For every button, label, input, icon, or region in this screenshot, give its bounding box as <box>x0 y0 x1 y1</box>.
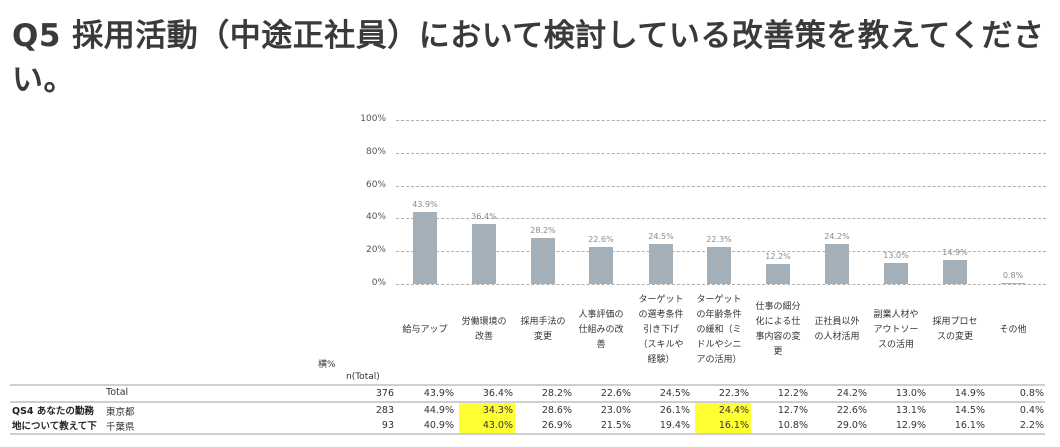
category-label: 仕事の細分 化による仕 事内容の変 更 <box>755 302 801 357</box>
table-cell: 43.0% <box>459 418 515 433</box>
row-label: 千葉県 <box>106 422 135 433</box>
bar-value-label: 0.8% <box>1002 270 1024 280</box>
table-cell: 40.9% <box>423 420 454 431</box>
row-label: 東京都 <box>106 407 135 418</box>
table-cell: 16.1% <box>954 420 985 431</box>
table-cell: 28.2% <box>541 388 572 399</box>
table-cell: 0.4% <box>1019 405 1044 416</box>
table-cell: 14.5% <box>954 405 985 416</box>
y-tick-label: 0% <box>371 278 386 288</box>
category-label: 人事評価の 仕組みの改 善 <box>578 309 624 350</box>
table-cell: 44.9% <box>423 405 454 416</box>
table-cell: 12.7% <box>777 405 808 416</box>
table-cell: 10.8% <box>777 420 808 431</box>
table-cell: 24.5% <box>659 388 690 399</box>
bar-value-label: 12.2% <box>765 251 791 261</box>
table-cell: 2.2% <box>1019 420 1044 431</box>
table-cell: 13.0% <box>895 388 926 399</box>
table-cell: 21.5% <box>600 420 631 431</box>
category-label: 副業人材や アウトソー スの活用 <box>873 309 919 350</box>
header-n: n(Total) <box>346 372 380 382</box>
bar-4 <box>589 246 613 284</box>
bar-6 <box>707 247 731 284</box>
page-title: Q5 採用活動（中途正社員）において検討している改善策を教えてください。 <box>12 18 1045 98</box>
bar-value-label: 22.6% <box>588 234 614 244</box>
bar-value-label: 36.4% <box>471 212 497 222</box>
gridline <box>396 152 1046 154</box>
table-cell: 23.0% <box>600 405 631 416</box>
category-label: 労働環境の 改善 <box>461 317 507 342</box>
table-divider <box>10 401 1045 403</box>
table-cell: 13.1% <box>895 405 926 416</box>
category-label: その他 <box>999 324 1027 335</box>
bar-5 <box>649 243 673 284</box>
y-tick-label: 60% <box>365 179 386 190</box>
table-cell: 43.9% <box>423 388 454 399</box>
table-cell: 28.6% <box>541 405 572 416</box>
bar-7 <box>766 263 790 284</box>
n-cell: 283 <box>375 405 394 416</box>
y-tick-label: 80% <box>365 146 386 157</box>
table-cell: 26.9% <box>541 420 572 431</box>
category-label: ターゲット の選考条件 引き下げ （スキルや 経験） <box>638 294 684 365</box>
bar-value-label: 43.9% <box>412 200 438 209</box>
group-label: 地について教えて下 <box>12 421 97 432</box>
table-cell: 24.4% <box>695 403 751 418</box>
bar-1 <box>413 212 437 284</box>
bar-11 <box>1001 282 1025 285</box>
category-label: ターゲット の年齢条件 の緩和（ミ ドルやシニ アの活用） <box>696 294 742 365</box>
table-cell: 12.2% <box>777 388 808 399</box>
table-cell: 34.3% <box>459 403 515 418</box>
bar-8 <box>825 244 849 284</box>
table-cell: 36.4% <box>482 388 513 399</box>
group-label: QS4 あなたの勤務 <box>12 406 94 417</box>
bar-10 <box>943 259 967 284</box>
gridline <box>396 284 1046 285</box>
row-label: Total <box>106 387 129 398</box>
bar-value-label: 28.2% <box>530 225 556 235</box>
table-cell: 26.1% <box>659 405 690 416</box>
gridline <box>396 218 1046 220</box>
table-cell: 16.1% <box>695 418 751 433</box>
bar-value-label: 24.2% <box>824 232 850 242</box>
bar-value-label: 24.5% <box>648 231 674 241</box>
category-label: 給与アップ <box>402 324 448 335</box>
table-cell: 22.6% <box>600 388 631 399</box>
bar-3 <box>531 237 555 284</box>
bar-value-label: 22.3% <box>706 235 732 245</box>
table-cell: 22.3% <box>718 388 749 399</box>
table-divider <box>10 433 1045 435</box>
table-divider <box>10 384 1045 386</box>
n-cell: 93 <box>381 420 394 431</box>
gridline <box>396 185 1046 187</box>
header-pct: 横% <box>318 360 336 370</box>
table-cell: 22.6% <box>836 405 867 416</box>
gridline <box>396 120 1046 121</box>
bar-value-label: 14.9% <box>942 247 968 257</box>
category-label: 採用手法の 変更 <box>520 317 566 342</box>
category-label: 正社員以外 の人材活用 <box>814 317 860 342</box>
bar-2 <box>472 224 496 284</box>
n-cell: 376 <box>375 388 394 399</box>
table-cell: 19.4% <box>659 420 690 431</box>
y-tick-label: 100% <box>360 114 386 124</box>
table-cell: 12.9% <box>895 420 926 431</box>
table-cell: 24.2% <box>836 388 867 399</box>
table-cell: 29.0% <box>836 420 867 431</box>
y-tick-label: 40% <box>365 212 386 223</box>
category-label: 採用プロセ スの変更 <box>932 317 978 342</box>
bar-value-label: 13.0% <box>883 250 909 260</box>
table-cell: 0.8% <box>1019 388 1044 399</box>
bar-9 <box>884 262 908 284</box>
table-cell: 14.9% <box>954 388 985 399</box>
y-tick-label: 20% <box>365 245 386 256</box>
